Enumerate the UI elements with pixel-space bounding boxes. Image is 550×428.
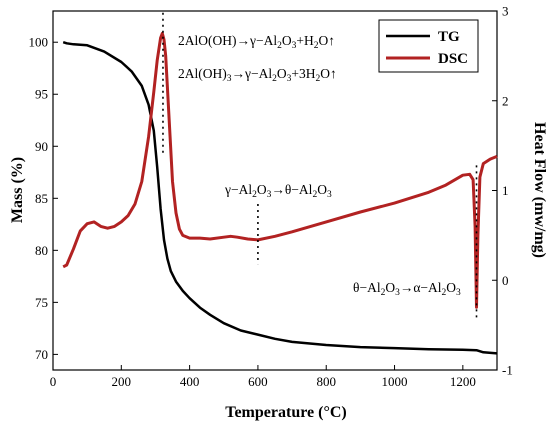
x-tick-label: 600	[248, 374, 268, 389]
legend-label-dsc: DSC	[438, 51, 468, 67]
y-right-axis-title: Heat Flow (mw/mg)	[531, 122, 548, 258]
y-left-tick-label: 85	[35, 191, 48, 206]
y-left-tick-label: 75	[35, 295, 48, 310]
y-left-tick-label: 95	[35, 87, 48, 102]
x-tick-label: 400	[180, 374, 200, 389]
y-left-axis-title: Mass (%)	[9, 157, 26, 223]
x-tick-label: 800	[316, 374, 336, 389]
y-left-tick-label: 100	[29, 35, 49, 50]
x-tick-label: 1200	[450, 374, 476, 389]
annotation-reaction-3: γ−Al2O3→θ−Al2O3γ−Al2O3→θ−Al2O3	[224, 182, 332, 200]
annotation-reaction-2: 2Al(OH)3→γ−Al2O3+3H2O↑2Al(OH)3→γ−Al2O3+3…	[178, 66, 337, 84]
y-right-tick-label: 3	[502, 4, 509, 19]
series-line-tg	[62, 41, 498, 355]
legend-label-tg: TG	[438, 29, 460, 45]
series-line-dsc	[62, 31, 498, 309]
y-right-tick-label: 0	[502, 273, 509, 288]
legend-box	[378, 19, 479, 73]
annotation-reaction-1: 2AlO(OH)→γ−Al2O3+H2O↑2AlO(OH)→γ−Al2O3+H2…	[178, 33, 335, 51]
x-tick-label: 0	[50, 374, 57, 389]
x-tick-label: 1000	[382, 374, 408, 389]
x-tick-label: 200	[112, 374, 132, 389]
series-layer	[62, 31, 498, 355]
annotation-layer: 2AlO(OH)→γ−Al2O3+H2O↑2AlO(OH)→γ−Al2O3+H2…	[162, 12, 478, 318]
x-axis-title: Temperature (°C)	[225, 404, 346, 421]
y-left-tick-label: 90	[35, 139, 48, 154]
y-right-tick-label: -1	[502, 363, 513, 378]
y-right-tick-label: 1	[502, 183, 509, 198]
y-left-tick-label: 70	[35, 347, 48, 362]
y-left-tick-label: 80	[35, 243, 48, 258]
tick-layer: 0 200 400 600 800 1000 1200 70 75 80 85 90 95 100 -1 0 1…	[29, 4, 513, 390]
legend: TG DSC	[378, 19, 479, 73]
y-right-tick-label: 2	[502, 93, 509, 108]
